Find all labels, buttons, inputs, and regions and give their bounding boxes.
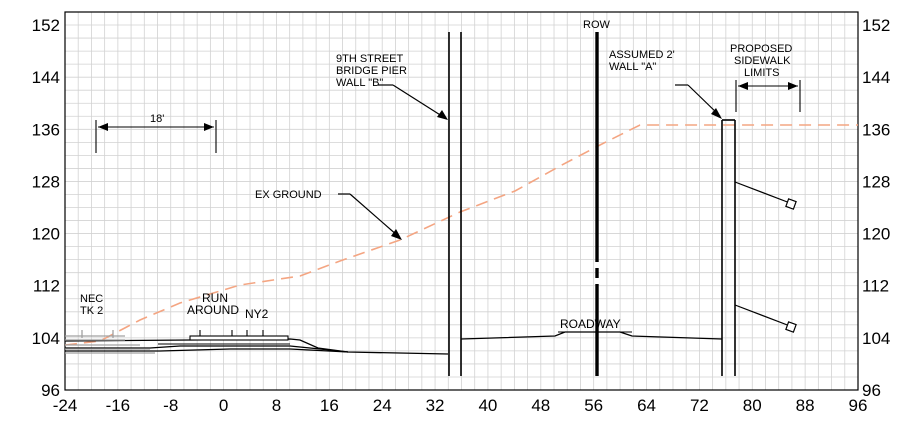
pier-label-line3: WALL "B"	[336, 77, 383, 89]
nec-label-line1: NEC	[80, 293, 103, 305]
x-tick-label: 72	[690, 396, 709, 415]
existing-ground-line	[64, 124, 858, 346]
x-tick-label: 96	[849, 396, 868, 415]
y-axis-ticks-right: 152 144 136 128 120 112 104 96	[862, 16, 890, 400]
y-tick-label-right: 152	[862, 16, 890, 35]
roadway-label: ROADWAY	[560, 317, 621, 331]
dimension-18ft-label: 18'	[150, 113, 164, 125]
wall-a	[721, 119, 736, 376]
sidewalk-label-line2: SIDEWALK	[734, 55, 791, 67]
x-tick-label: 16	[320, 396, 339, 415]
x-tick-label: 48	[531, 396, 550, 415]
x-tick-label: -24	[53, 396, 78, 415]
y-tick-label-left: 96	[41, 381, 60, 400]
wall-a-label-line1: ASSUMED 2'	[609, 49, 675, 61]
run-around-track	[189, 330, 289, 341]
x-tick-label: 80	[743, 396, 762, 415]
sidewalk-limits-dimension	[735, 80, 801, 112]
y-tick-label-left: 112	[33, 277, 60, 296]
existing-grade-lower	[65, 348, 449, 355]
sidewalk-label-line3: LIMITS	[744, 67, 779, 79]
y-tick-label-right: 96	[862, 381, 881, 400]
x-axis-ticks: -24 -16 -8 0 8 16 24 32 40 48 56 64 72 80 88 96	[53, 396, 868, 415]
x-tick-label: 56	[584, 396, 603, 415]
x-tick-label: 32	[426, 396, 445, 415]
y-tick-label-left: 128	[32, 172, 60, 191]
x-tick-label: 24	[373, 396, 392, 415]
run-around-label-line2: AROUND	[187, 303, 239, 317]
dimension-18ft	[95, 120, 217, 153]
pier-label-line1: 9TH STREET	[336, 53, 404, 65]
y-tick-label-right: 120	[862, 225, 890, 244]
x-tick-label: 8	[272, 396, 281, 415]
y-tick-label-left: 152	[32, 16, 60, 35]
y-axis-ticks-left: 152 144 136 128 120 112 104 96	[32, 16, 60, 400]
existing-grade-upper	[64, 338, 349, 353]
row-label: ROW	[583, 19, 611, 31]
existing-grade-mid	[65, 345, 349, 353]
sidewalk-label-line1: PROPOSED	[730, 43, 792, 55]
y-tick-label-left: 104	[32, 329, 60, 348]
sidewalk-leader-upper	[734, 181, 797, 210]
pier-leader	[378, 84, 448, 120]
wall-a-label-line2: WALL "A"	[609, 61, 656, 73]
x-tick-label: -16	[106, 396, 131, 415]
run-around-label-line1: RUN	[202, 291, 228, 305]
y-tick-label-left: 144	[32, 68, 60, 87]
y-tick-label-right: 136	[862, 120, 890, 139]
pier-label-line2: BRIDGE PIER	[336, 65, 407, 77]
nec-label-line2: TK 2	[80, 305, 103, 317]
ny2-label: NY2	[245, 307, 269, 321]
x-tick-label: 64	[637, 396, 656, 415]
ex-ground-label: EX GROUND	[255, 189, 322, 201]
x-tick-label: 40	[478, 396, 497, 415]
plot-frame	[64, 11, 859, 391]
wall-a-leader	[675, 84, 722, 119]
y-tick-label-right: 128	[862, 172, 890, 191]
x-tick-label: -8	[163, 396, 178, 415]
x-tick-label: 0	[219, 396, 228, 415]
y-tick-label-right: 104	[862, 329, 890, 348]
ex-ground-leader	[338, 193, 402, 240]
y-tick-label-left: 120	[32, 225, 60, 244]
y-tick-label-left: 136	[32, 120, 60, 139]
nec-track-2	[65, 330, 155, 354]
x-tick-label: 88	[796, 396, 815, 415]
y-tick-label-right: 144	[862, 68, 890, 87]
y-tick-label-right: 112	[862, 277, 889, 296]
sidewalk-leader-lower	[734, 304, 797, 333]
